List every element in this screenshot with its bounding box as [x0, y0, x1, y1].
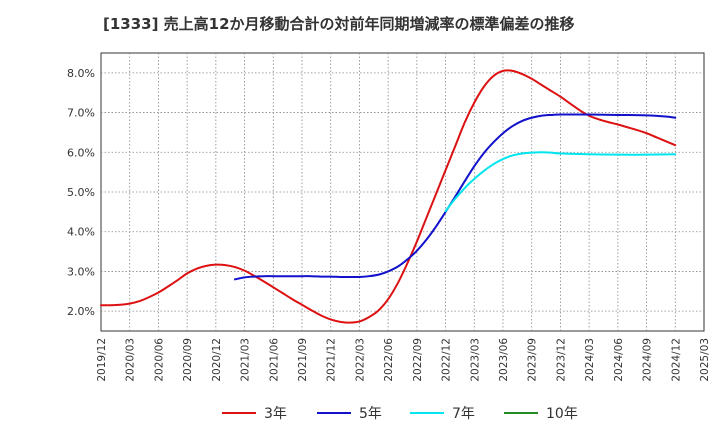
- x-tick-label: 2021/06: [268, 338, 280, 382]
- legend-label-2: 7年: [452, 406, 475, 422]
- legend-label-3: 10年: [546, 406, 578, 422]
- legend-label-1: 5年: [359, 406, 382, 422]
- x-tick-label: 2020/03: [125, 338, 137, 382]
- y-tick-label: 3.0%: [67, 265, 95, 278]
- x-tick-label: 2024/06: [613, 338, 625, 382]
- x-tick-label: 2023/03: [469, 338, 481, 382]
- x-tick-label: 2021/03: [240, 338, 252, 382]
- series-lines: [100, 69, 677, 324]
- x-tick-label: 2024/12: [670, 338, 682, 382]
- y-tick-label: 7.0%: [67, 107, 95, 120]
- x-tick-label: 2024/03: [584, 338, 596, 382]
- y-tick-label: 4.0%: [67, 226, 95, 239]
- x-tick-label: 2020/09: [182, 338, 194, 382]
- y-tick-label: 6.0%: [67, 146, 95, 159]
- legend-label-0: 3年: [264, 406, 287, 422]
- x-tick-label: 2021/12: [326, 338, 338, 382]
- x-axis-ticks: 2019/12 2020/03 2020/06 2020/09 2020/12 2021/…: [96, 338, 711, 382]
- x-tick-label: 2022/12: [441, 338, 453, 382]
- y-axis-ticks: 2.0% 3.0% 4.0% 5.0% 6.0% 7.0% 8.0%: [67, 67, 95, 318]
- x-tick-label: 2023/09: [527, 338, 539, 382]
- x-tick-label: 2021/09: [297, 338, 309, 382]
- x-tick-label: 2020/12: [211, 338, 223, 382]
- series-line-0: [100, 69, 677, 324]
- x-tick-label: 2019/12: [96, 338, 108, 382]
- x-tick-label: 2023/12: [555, 338, 567, 382]
- y-tick-label: 2.0%: [67, 305, 95, 318]
- x-tick-label: 2023/06: [498, 338, 510, 382]
- chart-title: [1333] 売上高12か月移動合計の対前年同期増減率の標準偏差の推移: [103, 15, 575, 33]
- x-tick-label: 2024/09: [642, 338, 654, 382]
- x-tick-label: 2022/03: [354, 338, 366, 382]
- x-tick-label: 2025/03: [699, 338, 711, 382]
- legend: 3年 5年 7年 10年: [222, 406, 578, 422]
- series-line-1: [234, 113, 677, 281]
- x-tick-label: 2020/06: [153, 338, 165, 382]
- x-tick-label: 2022/06: [383, 338, 395, 382]
- y-tick-label: 8.0%: [67, 67, 95, 80]
- y-tick-label: 5.0%: [67, 186, 95, 199]
- x-tick-label: 2022/09: [412, 338, 424, 382]
- series-line-2: [444, 151, 677, 213]
